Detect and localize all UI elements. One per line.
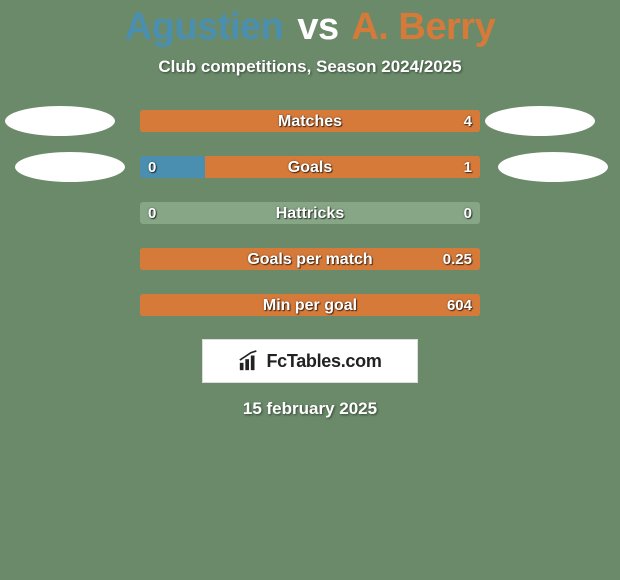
stat-value-left: 0: [148, 156, 156, 179]
brand-logo[interactable]: FcTables.com: [202, 339, 418, 383]
stat-label: Hattricks: [140, 202, 480, 225]
stat-fill-right: [140, 294, 480, 316]
stat-row: Goals01: [139, 155, 481, 179]
stat-value-right: 4: [464, 110, 472, 133]
decorative-ellipse: [485, 106, 595, 136]
player2-name: A. Berry: [351, 6, 495, 48]
stat-value-left: 0: [148, 202, 156, 225]
brand-logo-text: FcTables.com: [266, 351, 381, 372]
stat-row: Min per goal604: [139, 293, 481, 317]
decorative-ellipse: [498, 152, 608, 182]
subtitle: Club competitions, Season 2024/2025: [0, 57, 620, 77]
stat-row: Goals per match0.25: [139, 247, 481, 271]
chart-area: Matches4Goals01Hattricks00Goals per matc…: [0, 109, 620, 317]
date-line: 15 february 2025: [0, 399, 620, 419]
stat-value-right: 0.25: [443, 248, 472, 271]
player1-name: Agustien: [125, 6, 284, 48]
stat-value-right: 0: [464, 202, 472, 225]
stat-fill-right: [140, 110, 480, 132]
stat-row: Matches4: [139, 109, 481, 133]
page-title: Agustien vs A. Berry: [0, 0, 620, 49]
stat-fill-right: [205, 156, 480, 178]
decorative-ellipse: [5, 106, 115, 136]
stat-row: Hattricks0 0: [139, 201, 481, 225]
stat-value-right: 1: [464, 156, 472, 179]
title-vs: vs: [297, 6, 338, 48]
chart-bars-icon: [238, 350, 260, 372]
stat-fill-right: [140, 248, 480, 270]
comparison-card: Agustien vs A. Berry Club competitions, …: [0, 0, 620, 580]
stat-value-right: 604: [447, 294, 472, 317]
decorative-ellipse: [15, 152, 125, 182]
